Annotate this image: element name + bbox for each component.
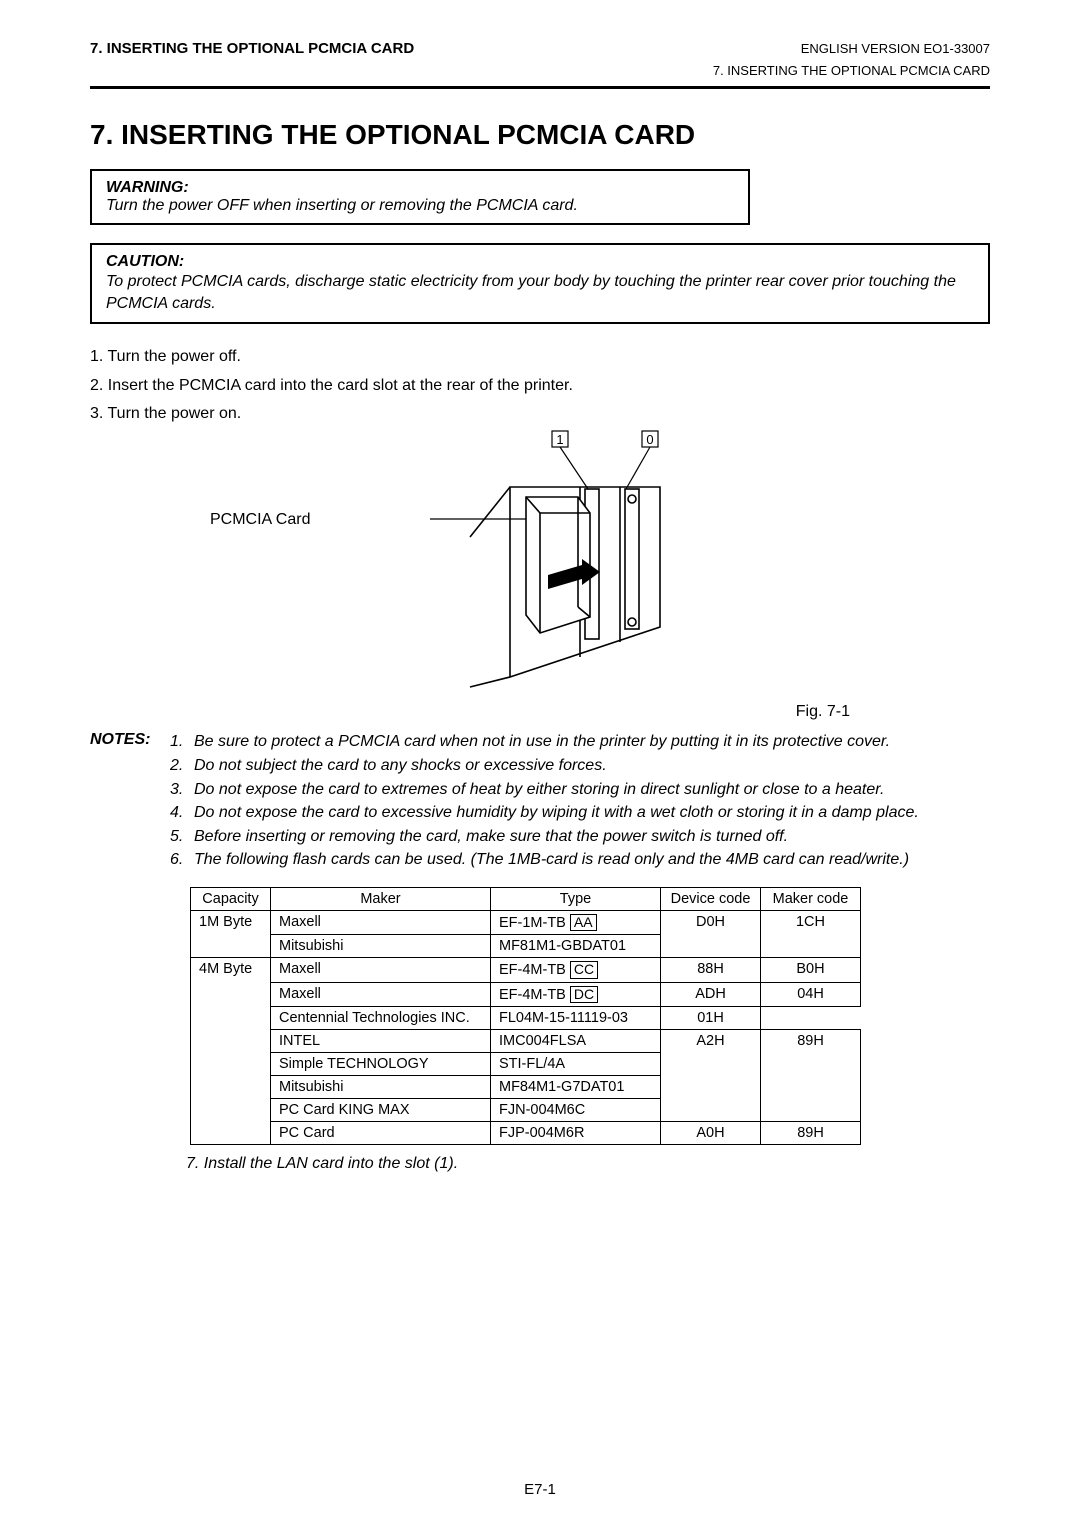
note-text: Be sure to protect a PCMCIA card when no… <box>194 731 890 753</box>
cell-maker-code: 89H <box>761 1030 861 1122</box>
cell-device-code: A0H <box>661 1122 761 1145</box>
cell-device-code: D0H <box>661 910 761 957</box>
col-maker: Maker <box>271 887 491 910</box>
warning-box: WARNING: Turn the power OFF when inserti… <box>90 169 750 225</box>
note-text: Do not subject the card to any shocks or… <box>194 755 607 777</box>
cell-maker: Maxell <box>271 910 491 934</box>
warning-text: Turn the power OFF when inserting or rem… <box>106 197 734 215</box>
cell-maker: INTEL <box>271 1030 491 1053</box>
cell-maker-code: B0H <box>761 958 861 982</box>
cell-type: EF-1M-TB AA <box>491 910 661 934</box>
flash-card-table: Capacity Maker Type Device code Maker co… <box>190 887 861 1145</box>
cell-type: MF81M1-GBDAT01 <box>491 935 661 958</box>
cell-type: EF-4M-TB DC <box>491 982 661 1006</box>
notes-block: NOTES: 1.Be sure to protect a PCMCIA car… <box>90 731 990 873</box>
cell-maker: PC Card <box>271 1122 491 1145</box>
cell-type: FL04M-15-11119-03 <box>491 1007 661 1030</box>
cell-type: STI-FL/4A <box>491 1053 661 1076</box>
note-text: The following flash cards can be used. (… <box>194 849 909 871</box>
table-row: Centennial Technologies INC.FL04M-15-111… <box>191 1007 861 1030</box>
notes-list: 1.Be sure to protect a PCMCIA card when … <box>170 731 919 873</box>
table-row: INTELIMC004FLSAA2H89H <box>191 1030 861 1053</box>
col-device-code: Device code <box>661 887 761 910</box>
page-number: E7-1 <box>0 1481 1080 1498</box>
table-row: MaxellEF-4M-TB DCADH04H <box>191 982 861 1006</box>
pcmcia-card-label: PCMCIA Card <box>210 511 310 529</box>
header-right-top: ENGLISH VERSION EO1-33007 <box>801 41 990 56</box>
note-text: Before inserting or removing the card, m… <box>194 826 788 848</box>
figure-area: PCMCIA Card 1 0 <box>90 427 990 727</box>
cell-maker: Mitsubishi <box>271 1076 491 1099</box>
cell-maker-code: 1CH <box>761 910 861 957</box>
cell-type: EF-4M-TB CC <box>491 958 661 982</box>
step-1: 1. Turn the power off. <box>90 346 990 368</box>
cell-device-code: A2H <box>661 1030 761 1122</box>
printer-diagram: 1 0 <box>430 427 770 697</box>
cell-maker: Maxell <box>271 982 491 1006</box>
caution-label: CAUTION: <box>106 253 974 271</box>
cell-type: FJN-004M6C <box>491 1099 661 1122</box>
note-text: Do not expose the card to extremes of he… <box>194 779 884 801</box>
figure-caption: Fig. 7-1 <box>796 703 850 721</box>
note-num: 4. <box>170 802 194 824</box>
table-row: 4M ByteMaxellEF-4M-TB CC88HB0H <box>191 958 861 982</box>
col-capacity: Capacity <box>191 887 271 910</box>
cell-device-code: 88H <box>661 958 761 982</box>
page-title: 7. INSERTING THE OPTIONAL PCMCIA CARD <box>90 119 990 151</box>
note-text: Do not expose the card to excessive humi… <box>194 802 919 824</box>
cell-maker-code: 01H <box>661 1007 761 1030</box>
table-row: PC CardFJP-004M6RA0H89H <box>191 1122 861 1145</box>
note-num: 5. <box>170 826 194 848</box>
header-left: 7. INSERTING THE OPTIONAL PCMCIA CARD <box>90 40 414 57</box>
cell-maker: Centennial Technologies INC. <box>271 1007 491 1030</box>
note-num: 6. <box>170 849 194 871</box>
notes-label: NOTES: <box>90 731 162 873</box>
cell-maker-code: 04H <box>761 982 861 1006</box>
note-num: 1. <box>170 731 194 753</box>
cell-capacity: 1M Byte <box>191 910 271 957</box>
caution-text: To protect PCMCIA cards, discharge stati… <box>106 271 974 314</box>
col-maker-code: Maker code <box>761 887 861 910</box>
table-row: 1M ByteMaxellEF-1M-TB AAD0H1CH <box>191 910 861 934</box>
cell-type: IMC004FLSA <box>491 1030 661 1053</box>
cell-type: FJP-004M6R <box>491 1122 661 1145</box>
header-rule <box>90 86 990 89</box>
cell-maker: Mitsubishi <box>271 935 491 958</box>
note-num: 2. <box>170 755 194 777</box>
header-right-sub: 7. INSERTING THE OPTIONAL PCMCIA CARD <box>90 63 990 78</box>
step-3: 3. Turn the power on. <box>90 403 990 425</box>
col-type: Type <box>491 887 661 910</box>
cell-device-code: ADH <box>661 982 761 1006</box>
slot-label-1: 1 <box>556 432 563 447</box>
warning-label: WARNING: <box>106 179 734 197</box>
table-header-row: Capacity Maker Type Device code Maker co… <box>191 887 861 910</box>
slot-label-0: 0 <box>646 432 653 447</box>
cell-capacity: 4M Byte <box>191 958 271 1145</box>
cell-maker: PC Card KING MAX <box>271 1099 491 1122</box>
note-num: 3. <box>170 779 194 801</box>
caution-box: CAUTION: To protect PCMCIA cards, discha… <box>90 243 990 324</box>
cell-maker: Maxell <box>271 958 491 982</box>
note-7: 7. Install the LAN card into the slot (1… <box>186 1155 990 1173</box>
cell-maker: Simple TECHNOLOGY <box>271 1053 491 1076</box>
page-header: 7. INSERTING THE OPTIONAL PCMCIA CARD EN… <box>90 40 990 57</box>
step-2: 2. Insert the PCMCIA card into the card … <box>90 375 990 397</box>
cell-maker-code: 89H <box>761 1122 861 1145</box>
cell-type: MF84M1-G7DAT01 <box>491 1076 661 1099</box>
